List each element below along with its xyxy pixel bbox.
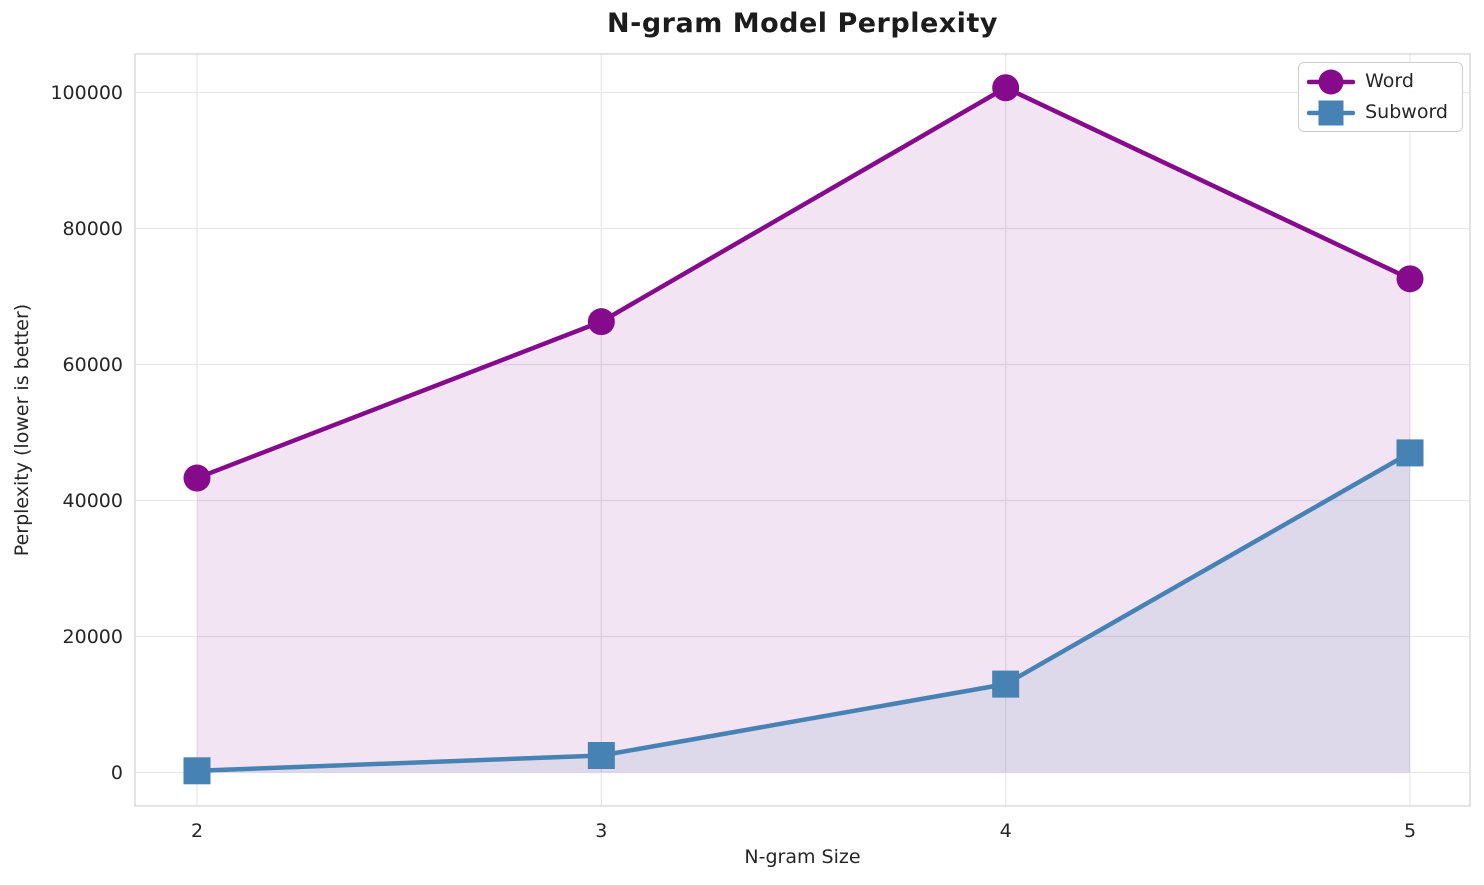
chart-title: N-gram Model Perplexity [607, 8, 998, 39]
y-tick-label: 0 [111, 762, 123, 784]
data-point-word [587, 308, 615, 336]
legend-label: Word [1365, 70, 1414, 92]
x-tick-label: 3 [595, 820, 607, 842]
circle-marker-icon [1307, 69, 1356, 94]
data-point-word [1396, 265, 1424, 293]
x-tick-label: 5 [1404, 820, 1416, 842]
y-tick-label: 60000 [63, 354, 123, 376]
area-fill-word [197, 87, 1410, 773]
data-point-subword [992, 670, 1020, 698]
legend-item-word: Word [1307, 66, 1448, 97]
legend-item-subword: Subword [1307, 97, 1448, 128]
x-tick-label: 4 [1000, 820, 1012, 842]
y-tick-label: 100000 [50, 82, 123, 104]
x-axis-label: N-gram Size [744, 846, 861, 868]
x-tick-label: 2 [191, 820, 203, 842]
y-tick-label: 20000 [63, 626, 123, 648]
plot-border [134, 53, 1471, 807]
data-point-word [183, 464, 211, 492]
line-subword [194, 450, 1413, 774]
y-tick-label: 40000 [63, 490, 123, 512]
legend: Word Subword [1298, 62, 1463, 132]
data-point-subword [587, 742, 615, 769]
area-fill-subword [197, 452, 1410, 773]
line-word [194, 85, 1413, 481]
data-point-subword [1396, 439, 1424, 467]
data-point-subword [183, 757, 211, 785]
data-point-word [992, 74, 1020, 102]
legend-label: Subword [1365, 101, 1448, 123]
y-tick-label: 80000 [63, 218, 123, 240]
square-marker-icon [1307, 100, 1356, 125]
